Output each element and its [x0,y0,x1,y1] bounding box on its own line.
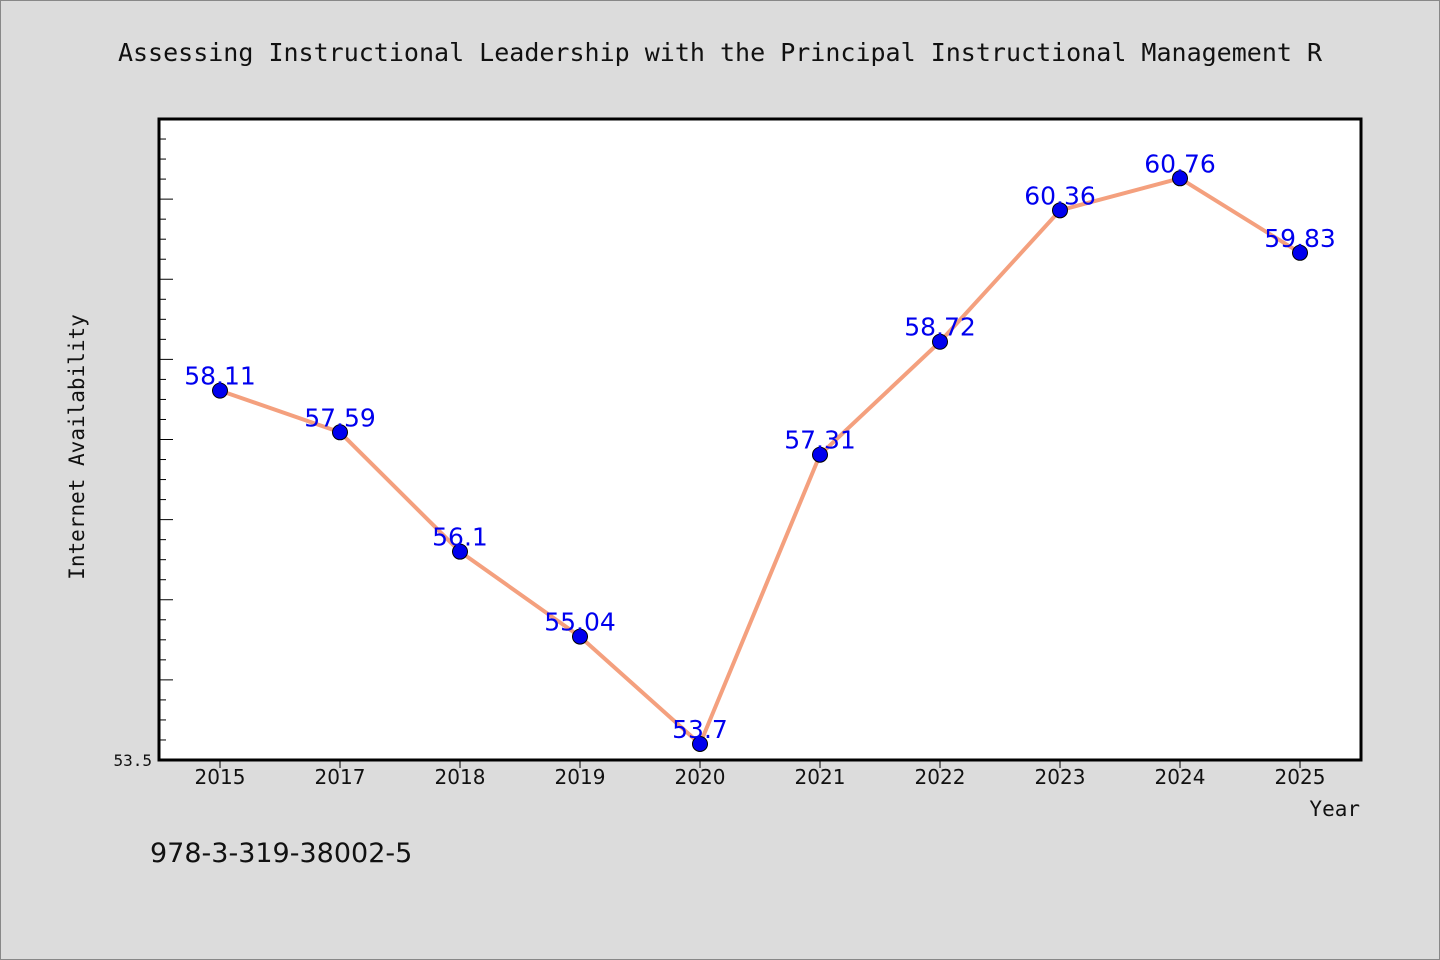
chart-title: Assessing Instructional Leadership with … [118,38,1323,67]
x-tick-label: 2018 [435,765,486,789]
x-tick-label: 2023 [1035,765,1086,789]
x-tick-label: 2019 [555,765,606,789]
x-tick-label: 2024 [1155,765,1206,789]
data-point [1052,202,1068,219]
data-point [572,628,588,645]
x-tick-label: 2022 [915,765,966,789]
data-label: 60.36 [1024,181,1096,210]
x-tick-label: 2021 [795,765,846,789]
y-axis-ticks [159,118,173,761]
data-label: 53.7 [672,715,728,744]
x-tick-label: 2015 [195,765,246,789]
x-axis-ticks: 2015 2017 2018 2019 2020 2021 2022 2023 2024 2025 [195,760,1326,789]
series-line [219,176,1302,746]
data-point [812,446,828,463]
data-point [452,543,468,560]
data-point [332,424,348,441]
data-markers [212,170,1308,752]
data-label: 59.83 [1264,224,1336,253]
x-axis-label: Year [1309,797,1360,821]
plot-area [157,117,1363,762]
isbn-footer: 978-3-319-38002-5 [150,838,412,869]
data-label: 56.1 [432,523,488,552]
y-axis-label: Internet Availability [65,314,89,580]
data-label: 57.59 [304,403,376,432]
x-tick-label: 2025 [1275,765,1326,789]
x-tick-label: 2020 [675,765,726,789]
data-labels: 58.11 57.59 56.1 55.04 53.7 57.31 58.72 60.36 60… [184,149,1336,744]
data-point [692,735,708,752]
data-point [1292,244,1308,261]
y-tick-label: 53.5 [113,751,152,770]
data-point [212,382,228,399]
data-label: 58.72 [904,313,976,342]
data-point [932,333,948,350]
data-label: 55.04 [544,608,616,637]
x-tick-label: 2017 [315,765,366,789]
data-point [1172,170,1188,187]
data-label: 58.11 [184,362,256,391]
data-label: 57.31 [784,426,856,455]
data-label: 60.76 [1144,149,1216,178]
